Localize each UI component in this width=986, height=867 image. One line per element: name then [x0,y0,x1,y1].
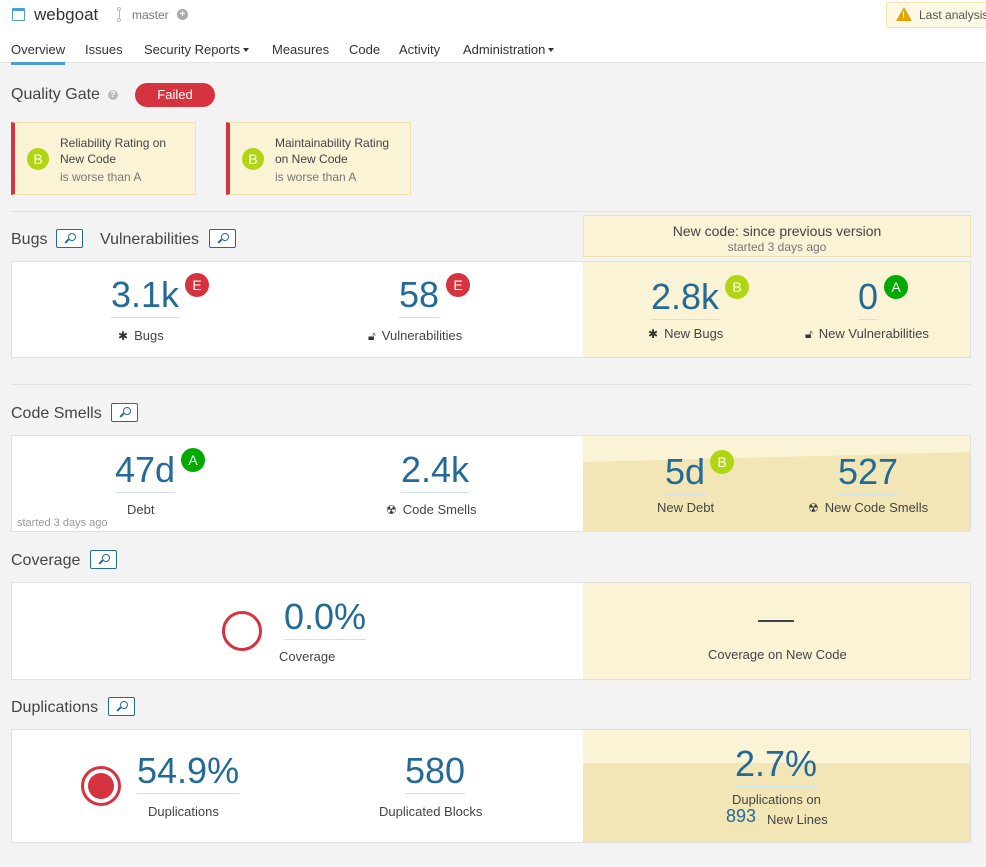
bugs-value[interactable]: 3.1k [111,275,180,318]
tab-issues[interactable]: Issues [85,42,123,57]
new-debt-rating[interactable]: B [710,450,734,474]
branch-add-icon[interactable]: + [177,9,188,20]
coverage-link-button[interactable] [90,550,117,569]
branch-name[interactable]: master [132,8,169,22]
vulnerabilities-rating[interactable]: E [446,273,470,297]
divider [11,384,971,385]
new-debt-label: New Debt [657,500,715,515]
new-code-period-title: New code: since previous version [672,223,882,239]
chevron-down-icon [548,47,555,52]
link-icon [120,407,131,417]
radiation-icon: ☢ [808,501,819,515]
bugs-rating[interactable]: E [185,273,209,297]
lock-icon: 🔓︎ [368,329,376,343]
branch-icon [116,7,122,22]
vulnerabilities-title: Vulnerabilities [100,231,200,248]
new-code-period-started: started 3 days ago [727,240,827,254]
debt-label: Debt [127,502,155,517]
code-smells-label: ☢ Code Smells [386,502,477,517]
project-icon [12,8,25,21]
tab-activity[interactable]: Activity [399,42,441,57]
code-smells-value[interactable]: 2.4k [401,450,470,493]
new-coverage-label: Coverage on New Code [708,647,847,662]
bug-icon: ✱ [118,329,129,343]
condition-detail: is worse than A [60,170,142,184]
condition-metric: Maintainability Rating on New Code [275,136,390,166]
project-nav: Overview Issues Security Reports Measure… [0,38,986,65]
new-duplications-label: Duplications on [732,792,821,807]
bugs-title: Bugs [11,231,48,248]
new-code-area [583,262,970,357]
condition-metric: Reliability Rating on New Code [60,136,167,166]
duplications-link-button[interactable] [108,697,135,716]
coverage-donut [222,611,262,651]
link-icon [99,554,110,564]
tab-measures[interactable]: Measures [272,42,330,57]
started-ago: started 3 days ago [17,517,108,529]
new-debt-value[interactable]: 5d [665,452,706,495]
duplications-label: Duplications [148,804,219,819]
bug-icon: ✱ [648,327,659,341]
duplicated-blocks-value[interactable]: 580 [405,751,466,794]
duplications-donut [81,766,121,806]
warning-text: Last analysis [919,8,986,22]
new-bugs-label: ✱ New Bugs [648,326,724,341]
coverage-value[interactable]: 0.0% [284,597,367,640]
link-icon [218,233,229,243]
coverage-title: Coverage [11,552,81,569]
tab-code[interactable]: Code [349,42,381,57]
rating-badge: B [242,148,264,170]
link-icon [117,701,128,711]
bugs-label: ✱ Bugs [118,328,164,343]
new-code-history-area [583,452,970,531]
new-bugs-value[interactable]: 2.8k [651,277,720,320]
new-vulnerabilities-value[interactable]: 0 [858,277,879,320]
code-smells-link-button[interactable] [111,403,138,422]
condition-detail: is worse than A [275,170,357,184]
new-duplications-value[interactable]: 2.7% [735,744,818,787]
warning-icon: ! [896,7,912,21]
new-lines-label: New Lines [767,812,828,827]
vulnerabilities-value[interactable]: 58 [399,275,440,318]
new-coverage-empty-dash [758,620,794,622]
failed-condition-maintainability[interactable]: B Maintainability Rating on New Code is … [226,122,411,195]
debt-rating[interactable]: A [181,448,205,472]
new-lines-value[interactable]: 893 [726,806,757,828]
coverage-label: Coverage [279,649,336,664]
tab-overview[interactable]: Overview [11,42,66,65]
new-code-smells-value[interactable]: 527 [838,452,899,495]
chevron-down-icon [243,47,250,52]
debt-value[interactable]: 47d [115,450,176,493]
lock-icon: 🔓︎ [805,327,813,341]
help-icon[interactable]: ? [108,90,118,100]
tab-security-reports[interactable]: Security Reports [144,42,250,57]
rating-badge: B [27,148,49,170]
new-vulnerabilities-rating[interactable]: A [884,275,908,299]
link-icon [65,233,76,243]
duplications-value[interactable]: 54.9% [137,751,240,794]
new-code-period-header: New code: since previous version started… [583,215,971,257]
last-analysis-warning[interactable]: ! Last analysis [886,2,986,28]
project-name[interactable]: webgoat [34,5,99,24]
bugs-link-button[interactable] [56,229,83,248]
vulnerabilities-label: 🔓︎ Vulnerabilities [368,328,463,343]
radiation-icon: ☢ [386,503,397,517]
failed-condition-reliability[interactable]: B Reliability Rating on New Code is wors… [11,122,196,195]
new-code-area [583,583,970,679]
tab-administration[interactable]: Administration [463,42,555,57]
vulnerabilities-link-button[interactable] [209,229,236,248]
new-vulnerabilities-label: 🔓︎ New Vulnerabilities [805,326,929,341]
duplicated-blocks-label: Duplicated Blocks [379,804,483,819]
top-bar: webgoat master + ! Last analysis Overvie… [0,0,986,65]
new-code-history-area [583,763,970,842]
duplications-title: Duplications [11,699,99,716]
quality-gate-title: Quality Gate [11,86,100,103]
quality-gate-status-badge: Failed [135,83,215,107]
divider [11,211,971,212]
new-bugs-rating[interactable]: B [725,275,749,299]
code-smells-title: Code Smells [11,405,102,422]
new-code-smells-label: ☢ New Code Smells [808,500,929,515]
